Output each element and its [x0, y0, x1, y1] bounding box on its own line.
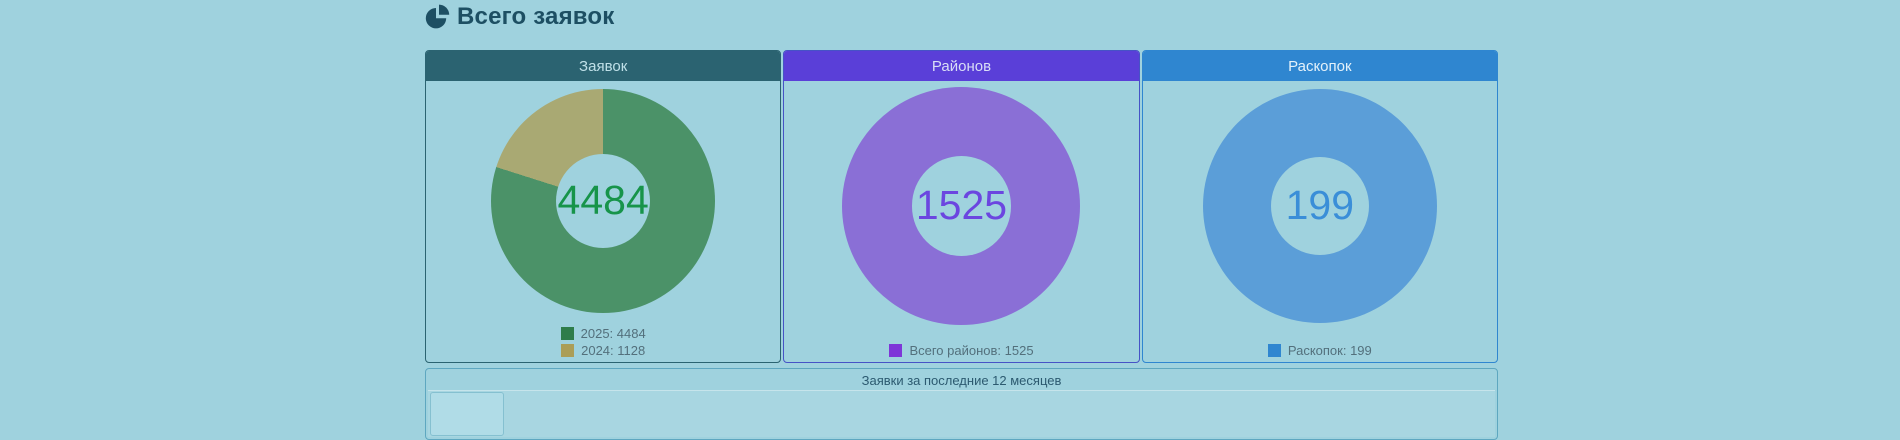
donut-hole: 199: [1270, 156, 1369, 256]
donut-hole: 1525: [911, 156, 1012, 256]
legend-marker-2025: [560, 327, 574, 340]
donut-total-value: 1525: [915, 182, 1008, 229]
card-zayavok: Заявок 4484 2025: 4484 2024: 1128: [425, 50, 782, 363]
legend-raskopok: Раскопок: 199: [1143, 343, 1497, 358]
donut-chart-zayavok[interactable]: 4484: [491, 89, 716, 313]
legend-label-2024: 2024: 1128: [581, 343, 646, 358]
legend-rayonov: Всего районов: 1525: [784, 343, 1138, 358]
donut-total-value: 4484: [557, 177, 649, 224]
pie-chart-icon: [425, 4, 450, 29]
donut-chart-rayonov[interactable]: 1525: [842, 87, 1081, 325]
legend-marker-2024: [561, 344, 575, 357]
legend-marker-raskopok: [1267, 344, 1281, 357]
summary-cards-row: Заявок 4484 2025: 4484 2024: 1128 Районо…: [425, 50, 1498, 363]
card-rayonov-header: Районов: [784, 51, 1139, 81]
card-zayavok-chart-area: 4484 2025: 4484 2024: 1128: [426, 81, 780, 362]
card-raskopok: Раскопок 199 Раскопок: 199: [1141, 50, 1498, 363]
page-header: Всего заявок: [424, 3, 615, 31]
legend-label-raskopok: Раскопок: 199: [1287, 343, 1372, 358]
legend-item-raskopok[interactable]: Раскопок: 199: [1267, 343, 1372, 358]
card-zayavok-header: Заявок: [426, 51, 781, 81]
legend-item-2024[interactable]: 2024: 1128: [561, 343, 645, 358]
monthly-panel-body: [428, 390, 1495, 437]
monthly-panel-title: Заявки за последние 12 месяцев: [861, 373, 1062, 388]
monthly-applications-panel: Заявки за последние 12 месяцев: [425, 368, 1498, 440]
donut-hole: 4484: [556, 153, 651, 249]
legend-label-2025: 2025: 4484: [580, 326, 646, 341]
monthly-panel-tab[interactable]: [430, 392, 504, 436]
legend-item-2025[interactable]: 2025: 4484: [560, 326, 646, 341]
card-raskopok-chart-area: 199 Раскопок: 199: [1143, 81, 1497, 362]
legend-zayavok: 2025: 4484 2024: 1128: [426, 326, 780, 358]
card-rayonov: Районов 1525 Всего районов: 1525: [783, 50, 1140, 363]
card-rayonov-chart-area: 1525 Всего районов: 1525: [784, 81, 1138, 362]
donut-chart-raskopok[interactable]: 199: [1202, 89, 1437, 323]
donut-total-value: 199: [1285, 182, 1355, 229]
card-raskopok-header: Раскопок: [1142, 51, 1497, 81]
legend-label-vsego-rayonov: Всего районов: 1525: [909, 343, 1034, 358]
page-title: Всего заявок: [457, 3, 615, 30]
legend-item-vsego-rayonov[interactable]: Всего районов: 1525: [889, 343, 1034, 358]
legend-marker-vsego-rayonov: [889, 344, 903, 357]
